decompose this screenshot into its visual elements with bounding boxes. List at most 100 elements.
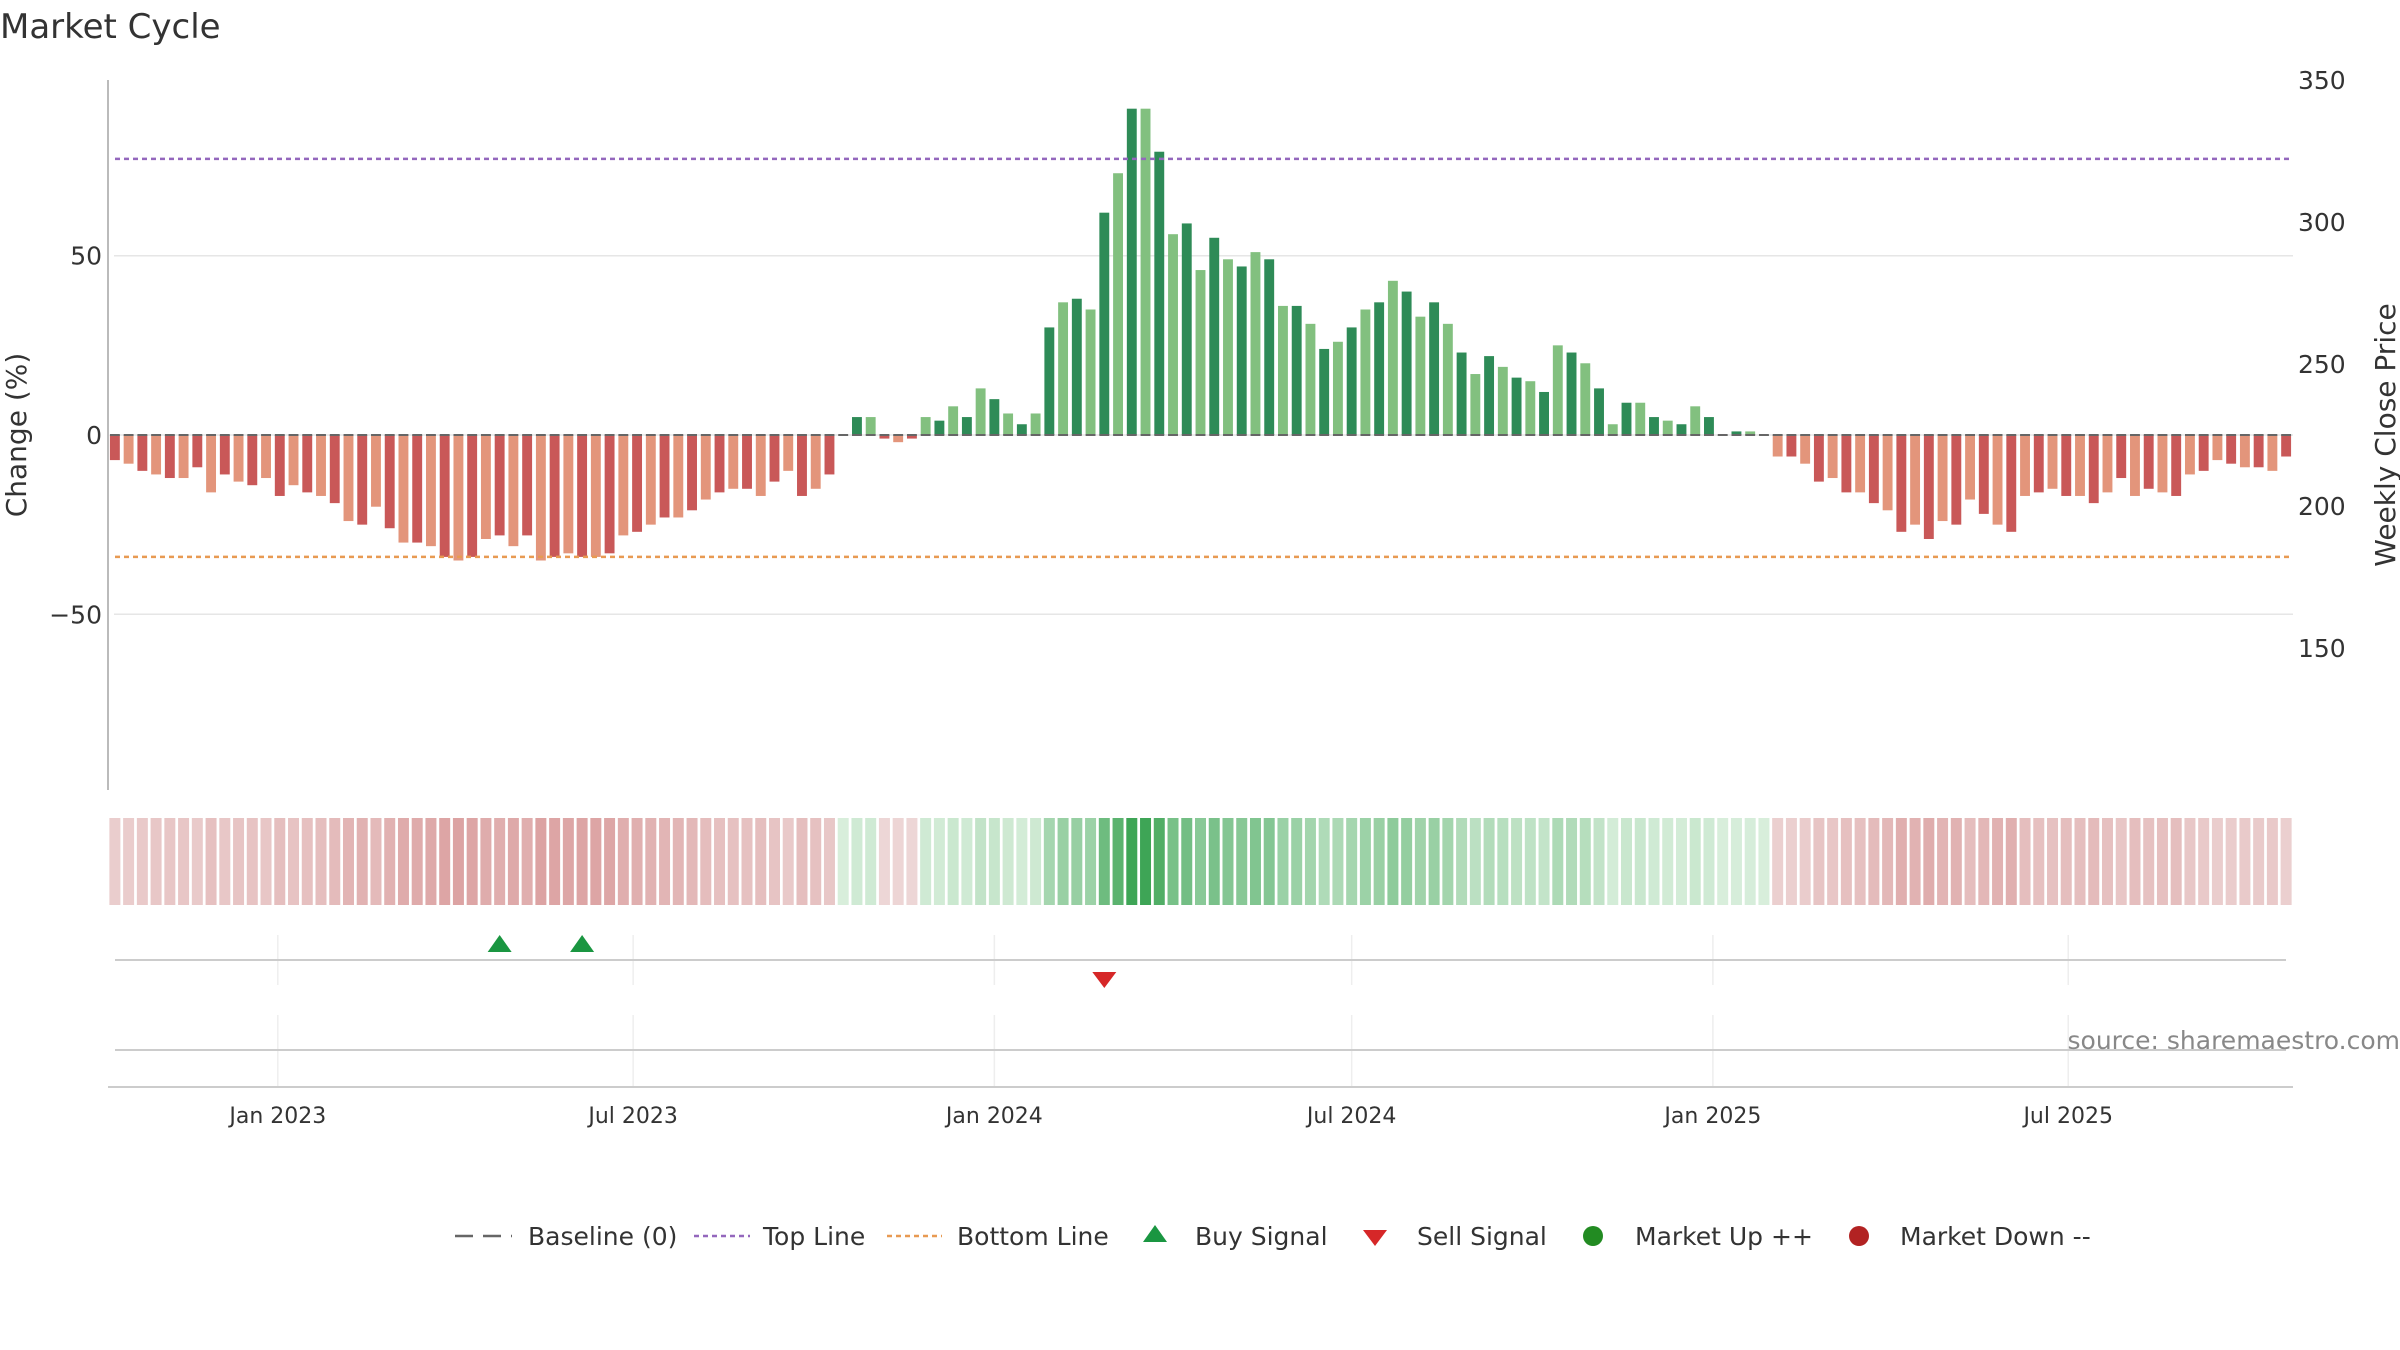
heat-cell [988,818,1000,905]
bottom-panel: Jan 2023 Jul 2023 Jan 2024 Jul 2024 Jan 2025… [108,1015,2400,1129]
heat-cell [1675,818,1687,905]
change-bar [893,435,904,443]
heat-cell [2005,818,2017,905]
heat-cell [1140,818,1152,905]
heat-cell [1840,818,1852,905]
heat-cell [933,818,945,905]
change-bar [1896,435,1907,532]
change-bar [1992,435,2003,525]
heat-cell [191,818,203,905]
legend-label: Top Line [762,1222,865,1251]
buy-signal-legend-icon [1143,1225,1167,1242]
change-bar [316,435,326,496]
heat-cell [1387,818,1399,905]
heat-cell [1744,818,1756,905]
change-bar [989,399,1000,435]
change-bar [1868,435,1879,504]
change-bar [1649,417,1659,435]
heat-cell [672,818,684,905]
heat-cell [1607,818,1619,905]
right-tick-label: 150 [2298,634,2346,663]
change-bar [2212,435,2223,461]
change-bar [247,435,258,486]
sell-signal-legend-icon [1363,1230,1387,1246]
heat-cell [2239,818,2251,905]
change-bar [494,435,505,536]
change-bar [1401,291,1412,435]
heat-cell [892,818,904,905]
heat-cell [1167,818,1179,905]
heat-cell [370,818,382,905]
change-bar [453,435,464,561]
heat-cell [659,818,671,905]
heat-cell [384,818,396,905]
heat-cell [150,818,162,905]
legend: Baseline (0) Top Line Bottom Line Buy Signa… [455,1222,2091,1251]
change-bar [1594,388,1604,435]
heat-cell [631,818,643,905]
heat-cell [947,818,959,905]
change-bar [1250,252,1261,435]
market-up-legend-icon [1583,1226,1603,1246]
change-bar [1704,417,1714,435]
change-bar [1539,391,1550,435]
heat-cell [2280,818,2292,905]
change-bar [2006,435,2017,532]
change-bar [549,435,560,557]
change-bar [742,435,752,489]
heat-cell [1964,818,1976,905]
change-bar [1140,108,1151,436]
right-tick-label: 200 [2298,492,2346,521]
change-bar [1305,323,1316,435]
x-tick-labels: Jan 2023 Jul 2023 Jan 2024 Jul 2024 Jan 2025… [227,1104,2113,1129]
heat-cell [274,818,286,905]
heat-cell [1222,818,1234,905]
heat-cell [1799,818,1811,905]
heat-cell [1703,818,1715,905]
change-bar [604,435,615,554]
legend-label: Baseline (0) [528,1222,677,1251]
heat-cell [920,818,932,905]
change-bar [1360,309,1371,435]
change-bar [2171,435,2182,496]
heat-cell [2198,818,2210,905]
heat-cell [1332,818,1344,905]
change-bar [1126,108,1137,436]
change-bar [2020,435,2030,496]
heat-cell [1195,818,1206,905]
change-bar [1745,431,1756,435]
heat-cell [1772,818,1784,905]
signal-markers [487,935,1117,988]
heat-cell [714,818,726,905]
change-bar [1511,377,1522,435]
heat-cell [2143,818,2155,905]
heat-cell [768,818,780,905]
change-bar [563,435,574,554]
change-bar [920,417,931,435]
change-bar [1291,305,1302,435]
heat-cell [1497,818,1509,905]
heat-cell [1552,818,1564,905]
change-bar [879,435,890,439]
change-bar [480,435,491,539]
left-tick-label: 50 [70,242,102,271]
change-bar [659,435,670,518]
heat-cell [1030,818,1042,905]
heat-cell [466,818,478,905]
change-bar [1525,381,1536,435]
change-bar [1484,356,1495,435]
heat-cell [576,818,588,905]
heat-cell [1992,818,2004,905]
heat-cell [1442,818,1454,905]
change-bar [1827,435,1838,479]
heat-cell [1579,818,1591,905]
x-tick-label: Jan 2025 [1662,1104,1761,1129]
heat-cell [1827,818,1839,905]
change-bar [1442,323,1453,435]
heat-cell [1057,818,1069,905]
change-bar [810,435,821,489]
heat-cell [1126,818,1138,905]
change-bar [1772,435,1783,457]
heat-cell [1662,818,1674,905]
